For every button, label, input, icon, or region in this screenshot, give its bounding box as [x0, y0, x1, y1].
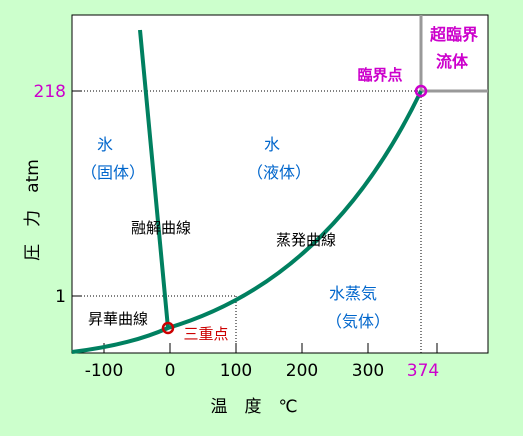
melting-curve-label: 融解曲線 — [131, 219, 191, 237]
x-tick-label: 100 — [220, 361, 252, 381]
reference-lines — [72, 90, 422, 353]
sublimation-curve-label: 昇華曲線 — [88, 310, 148, 328]
critical-point-label: 臨界点 — [357, 66, 402, 84]
x-tick-label: 300 — [352, 361, 384, 381]
y-tick-label-1: 1 — [55, 287, 66, 307]
y-tick-label-218: 218 — [34, 82, 66, 102]
x-tick-label: -100 — [85, 361, 124, 381]
sublimation-curve — [71, 326, 169, 354]
supercritical-boundary — [419, 15, 488, 93]
supercritical-label: 超臨界 — [429, 25, 478, 44]
plot-area — [71, 14, 489, 354]
critical-point-marker — [414, 84, 428, 98]
x-tick-label: 200 — [286, 361, 318, 381]
triple-point-marker — [161, 321, 175, 335]
liquid-region-label: 水 — [264, 135, 280, 154]
y-ticks — [72, 90, 82, 297]
x-tick-label: 374 — [407, 361, 439, 381]
melting-curve — [138, 29, 170, 329]
solid-region-label: 氷 — [97, 135, 113, 154]
evaporation-curve-label: 蒸発曲線 — [276, 231, 336, 249]
supercritical-sublabel: 流体 — [436, 52, 469, 71]
evaporation-curve — [167, 90, 423, 330]
x-tick-label: 0 — [165, 361, 176, 381]
x-axis-label: 温 度 ℃ — [210, 397, 297, 417]
curve-labels: 融解曲線 蒸発曲線 昇華曲線 — [88, 219, 336, 328]
supercritical-labels: 超臨界 流体 — [429, 25, 478, 71]
gas-region-sublabel: （気体） — [326, 312, 390, 331]
solid-region-sublabel: （固体） — [81, 163, 145, 182]
gas-region-label: 水蒸気 — [329, 284, 377, 303]
x-tick-labels: -100 0 100 200 300 374 — [85, 361, 440, 381]
region-labels: 氷 （固体） 水 （液体） 水蒸気 （気体） — [81, 135, 390, 331]
y-axis-label: 圧 力 atm — [23, 159, 43, 261]
triple-point-label: 三重点 — [183, 325, 228, 343]
liquid-region-sublabel: （液体） — [247, 163, 311, 182]
